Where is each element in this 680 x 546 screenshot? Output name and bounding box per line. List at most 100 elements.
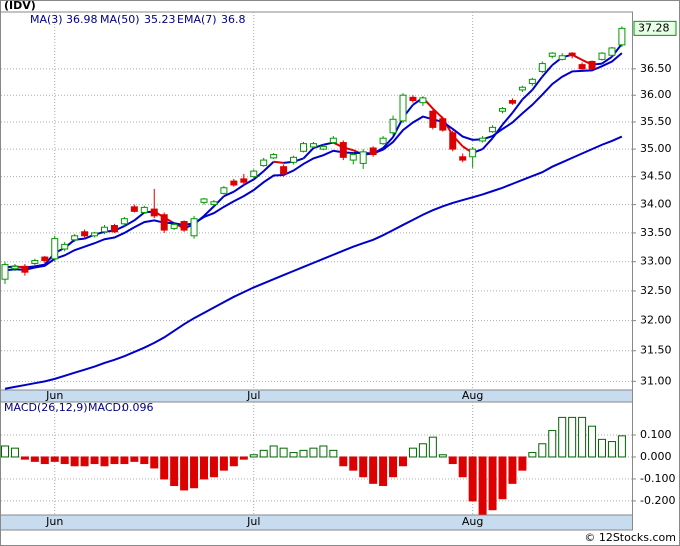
candle-body	[548, 52, 556, 57]
legend-value: 36.8	[221, 13, 246, 26]
candle-body	[270, 154, 278, 159]
y-tick-label: -0.200	[640, 494, 675, 507]
macd-bar	[209, 456, 218, 478]
macd-bar	[408, 447, 417, 458]
macd-bar	[379, 456, 388, 487]
candle-body	[309, 143, 317, 148]
candle-body	[528, 78, 536, 85]
ma-segment	[541, 64, 554, 78]
macd-bar	[190, 456, 199, 489]
footer: © 12Stocks.com	[584, 531, 676, 544]
ma-segment	[263, 161, 275, 172]
macd-bar	[180, 456, 189, 491]
candle-body	[140, 206, 148, 213]
macd-legend: MACD:	[88, 401, 125, 414]
legend-label: MA(3)	[30, 13, 63, 26]
macd-bar	[558, 416, 567, 458]
macd-bar	[279, 447, 288, 458]
macd-bar	[20, 456, 29, 460]
ma-segment	[432, 107, 444, 119]
candle-body	[1, 264, 9, 280]
candle-body	[359, 151, 367, 164]
y-tick-label: 0.100	[640, 428, 672, 441]
y-tick-label: 32.00	[640, 314, 672, 327]
candle-body	[51, 238, 59, 260]
macd-bar	[150, 456, 159, 469]
legend-label: MA(50)	[100, 13, 140, 26]
macd-bar	[607, 441, 616, 458]
candle-body	[220, 187, 228, 194]
macd-bar	[60, 456, 69, 465]
candle-body	[31, 260, 39, 264]
x-tick-label: Aug	[462, 515, 483, 528]
macd-bar	[50, 456, 59, 462]
candle-body	[190, 218, 198, 237]
ma-segment	[481, 137, 494, 150]
ma-segment	[253, 170, 265, 181]
macd-bar	[349, 456, 358, 471]
y-tick-label: 31.00	[640, 374, 672, 387]
y-tick-label: 0.000	[640, 450, 672, 463]
macd-bar	[259, 449, 268, 458]
x-tick-label: Jul	[246, 389, 260, 402]
macd-bar	[170, 456, 179, 487]
candle-body	[479, 137, 487, 142]
x-tick-label: Jun	[45, 389, 63, 402]
candle-body	[150, 208, 158, 217]
candle-body	[538, 63, 546, 72]
candle-body	[429, 110, 437, 128]
candle-body	[120, 218, 128, 225]
candle-body	[21, 265, 29, 273]
candle-body	[499, 108, 506, 112]
candle-body	[61, 243, 69, 250]
macd-bar	[598, 438, 606, 458]
candle-body	[180, 221, 188, 231]
macd-bar	[458, 456, 467, 478]
candle-body	[369, 147, 377, 156]
candle-body	[618, 27, 626, 46]
ma-segment	[243, 178, 255, 186]
ma-segment	[302, 147, 315, 160]
macd-bar	[10, 447, 19, 458]
candle-body	[598, 52, 606, 60]
macd-bar	[468, 456, 477, 502]
macd-bar	[160, 456, 169, 480]
macd-bar	[428, 436, 437, 458]
ma-segment	[203, 205, 215, 217]
macd-bar	[438, 454, 447, 458]
ma-segment	[313, 143, 324, 149]
macd-bar	[40, 456, 49, 465]
ma-segment	[531, 76, 544, 91]
macd-bar	[229, 456, 238, 467]
macd-bar	[418, 443, 427, 458]
macd-bar	[578, 416, 587, 458]
macd-bar	[568, 416, 577, 458]
y-tick-label: 34.00	[640, 198, 672, 211]
candle-body	[240, 178, 248, 183]
macd-bar	[90, 456, 99, 465]
macd-bar	[140, 456, 149, 465]
macd-bar	[498, 456, 507, 500]
candle-body	[419, 97, 427, 104]
y-tick-label: 32.50	[640, 284, 672, 297]
ma-segment	[233, 184, 245, 193]
candle-body	[170, 223, 178, 229]
ma-segment	[133, 211, 145, 222]
ma-segment	[511, 98, 524, 114]
legend-label: EMA(7)	[177, 13, 217, 26]
ma-segment	[382, 136, 394, 149]
ma-segment	[34, 263, 45, 268]
macd-bar	[30, 456, 39, 462]
candle-body	[230, 180, 238, 186]
macd-bar	[448, 456, 457, 465]
candle-body	[449, 132, 457, 150]
macd-bar	[518, 456, 527, 471]
x-tick-label: Jun	[45, 515, 63, 528]
ma-line	[4, 52, 623, 272]
candle-body	[41, 256, 49, 262]
macd-bar	[120, 456, 129, 465]
macd-bar	[269, 445, 278, 458]
candle-body	[160, 214, 168, 231]
candle-body	[608, 47, 616, 56]
